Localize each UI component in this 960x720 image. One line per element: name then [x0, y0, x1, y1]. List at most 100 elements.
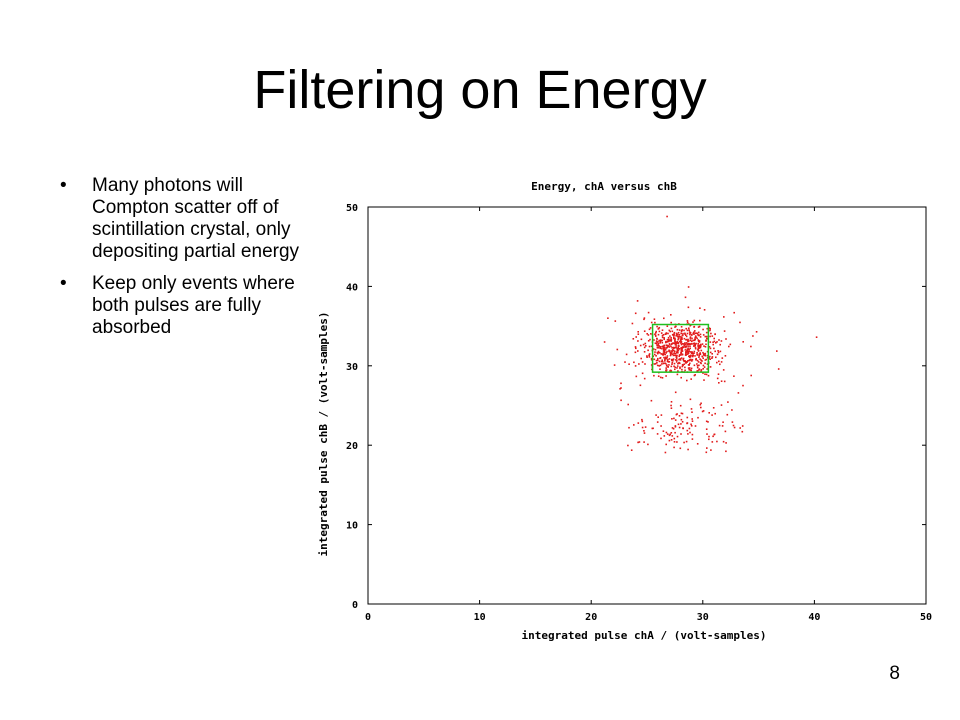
data-point — [650, 345, 653, 348]
data-point — [673, 337, 675, 340]
data-point — [664, 353, 666, 356]
data-point — [716, 353, 719, 356]
bullet-text: Many photons will Compton scatter off of… — [92, 175, 300, 262]
data-point — [702, 372, 704, 374]
data-point — [699, 336, 702, 338]
data-point — [689, 359, 691, 362]
data-point — [693, 319, 696, 322]
data-point — [691, 438, 694, 440]
data-point — [641, 426, 644, 429]
data-point — [665, 341, 668, 343]
data-point — [656, 344, 658, 347]
data-point — [673, 352, 676, 354]
data-point — [698, 325, 701, 328]
data-point — [677, 362, 679, 365]
data-point — [711, 335, 714, 337]
data-point — [653, 339, 655, 341]
data-point — [661, 336, 664, 339]
data-point — [665, 375, 667, 377]
data-point — [656, 341, 658, 344]
data-point — [686, 320, 689, 322]
data-point — [676, 349, 679, 351]
y-tick-label: 10 — [346, 521, 358, 532]
data-point — [684, 366, 686, 369]
data-point — [702, 351, 704, 354]
data-point — [662, 362, 665, 365]
data-point — [672, 347, 674, 349]
data-point — [687, 352, 690, 354]
data-point — [687, 340, 690, 342]
data-point — [678, 335, 680, 338]
data-point — [673, 441, 676, 443]
data-point — [679, 358, 681, 360]
data-point — [686, 348, 689, 351]
data-point — [660, 332, 663, 334]
data-point — [675, 357, 678, 360]
data-point — [703, 354, 705, 356]
data-point — [643, 430, 645, 432]
data-point — [667, 366, 669, 368]
data-point — [650, 399, 653, 402]
data-point — [724, 355, 727, 357]
data-point — [632, 338, 635, 340]
data-point — [671, 361, 674, 364]
data-point — [697, 350, 700, 352]
data-point — [656, 359, 659, 362]
data-point — [645, 345, 647, 347]
data-point — [674, 346, 677, 349]
data-point — [686, 349, 688, 352]
data-point — [665, 352, 667, 354]
data-point — [694, 338, 696, 341]
data-point — [643, 432, 646, 434]
data-point — [755, 331, 758, 333]
data-point — [776, 350, 778, 352]
data-point — [660, 414, 663, 416]
data-point — [661, 359, 663, 361]
data-point — [699, 353, 702, 355]
data-point — [703, 345, 705, 347]
data-point — [688, 348, 690, 351]
data-point — [721, 425, 724, 427]
data-point — [698, 353, 701, 355]
data-point — [681, 368, 683, 371]
data-point — [682, 427, 684, 429]
data-point — [657, 341, 659, 343]
data-point — [704, 373, 706, 375]
chart-title: Energy, chA versus chB — [531, 180, 677, 193]
data-point — [691, 352, 693, 354]
data-point — [658, 360, 661, 363]
data-point — [705, 339, 707, 341]
data-point — [669, 369, 672, 372]
data-point — [685, 361, 687, 364]
data-point — [675, 345, 678, 347]
data-point — [666, 433, 669, 435]
data-point — [694, 346, 697, 349]
data-point — [677, 346, 679, 349]
data-point — [643, 330, 646, 332]
data-point — [711, 357, 713, 359]
data-point — [657, 416, 659, 418]
data-point — [705, 335, 708, 338]
data-point — [698, 340, 701, 342]
data-point — [673, 437, 676, 440]
data-point — [680, 412, 683, 415]
data-point — [694, 335, 697, 337]
data-point — [678, 426, 681, 429]
data-point — [670, 352, 672, 354]
data-point — [638, 441, 641, 443]
data-point — [700, 349, 703, 352]
data-point — [670, 404, 672, 407]
data-point — [705, 428, 708, 430]
data-point — [695, 332, 698, 334]
data-point — [648, 354, 650, 356]
data-point — [697, 326, 700, 328]
data-point — [694, 425, 697, 427]
data-point — [668, 329, 671, 332]
data-point — [648, 328, 651, 331]
data-point — [737, 392, 740, 394]
data-point — [687, 360, 689, 362]
data-point — [691, 337, 693, 340]
data-point — [693, 339, 696, 342]
data-point — [683, 329, 685, 332]
data-point — [673, 365, 675, 368]
